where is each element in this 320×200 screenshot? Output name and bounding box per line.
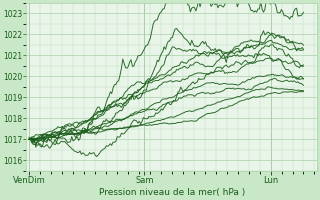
X-axis label: Pression niveau de la mer( hPa ): Pression niveau de la mer( hPa )	[99, 188, 245, 197]
